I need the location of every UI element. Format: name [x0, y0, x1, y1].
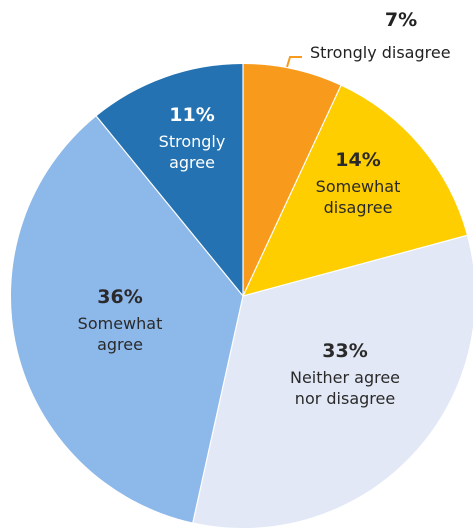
category-label-neither-agree-nor-disagree: nor disagree	[295, 389, 395, 408]
slice-neither-agree-nor-disagree	[192, 235, 473, 528]
slice-strongly-disagree	[243, 64, 341, 296]
category-label-somewhat-agree: agree	[97, 335, 143, 354]
value-label-strongly-disagree: 7%	[385, 9, 417, 31]
value-label-somewhat-agree: 36%	[97, 286, 142, 308]
category-label-strongly-agree: agree	[169, 153, 215, 172]
value-label-strongly-agree: 11%	[169, 104, 214, 126]
slice-somewhat-disagree	[243, 85, 467, 297]
category-label-somewhat-disagree: Somewhat	[316, 177, 401, 196]
value-label-neither-agree-nor-disagree: 33%	[322, 340, 367, 362]
slice-separator	[192, 295, 244, 523]
slice-strongly-agree	[96, 63, 243, 296]
leader-line	[286, 56, 302, 68]
category-label-strongly-disagree: Strongly disagree	[310, 43, 451, 62]
value-label-somewhat-disagree: 14%	[335, 149, 380, 171]
slice-separator	[242, 234, 468, 297]
category-label-neither-agree-nor-disagree: Neither agree	[290, 368, 400, 387]
slice-separator	[95, 115, 244, 297]
slice-somewhat-agree	[10, 116, 243, 523]
category-label-somewhat-disagree: disagree	[324, 198, 393, 217]
category-label-strongly-agree: Strongly	[159, 132, 226, 151]
slice-separator	[242, 85, 342, 297]
category-label-somewhat-agree: Somewhat	[78, 314, 163, 333]
